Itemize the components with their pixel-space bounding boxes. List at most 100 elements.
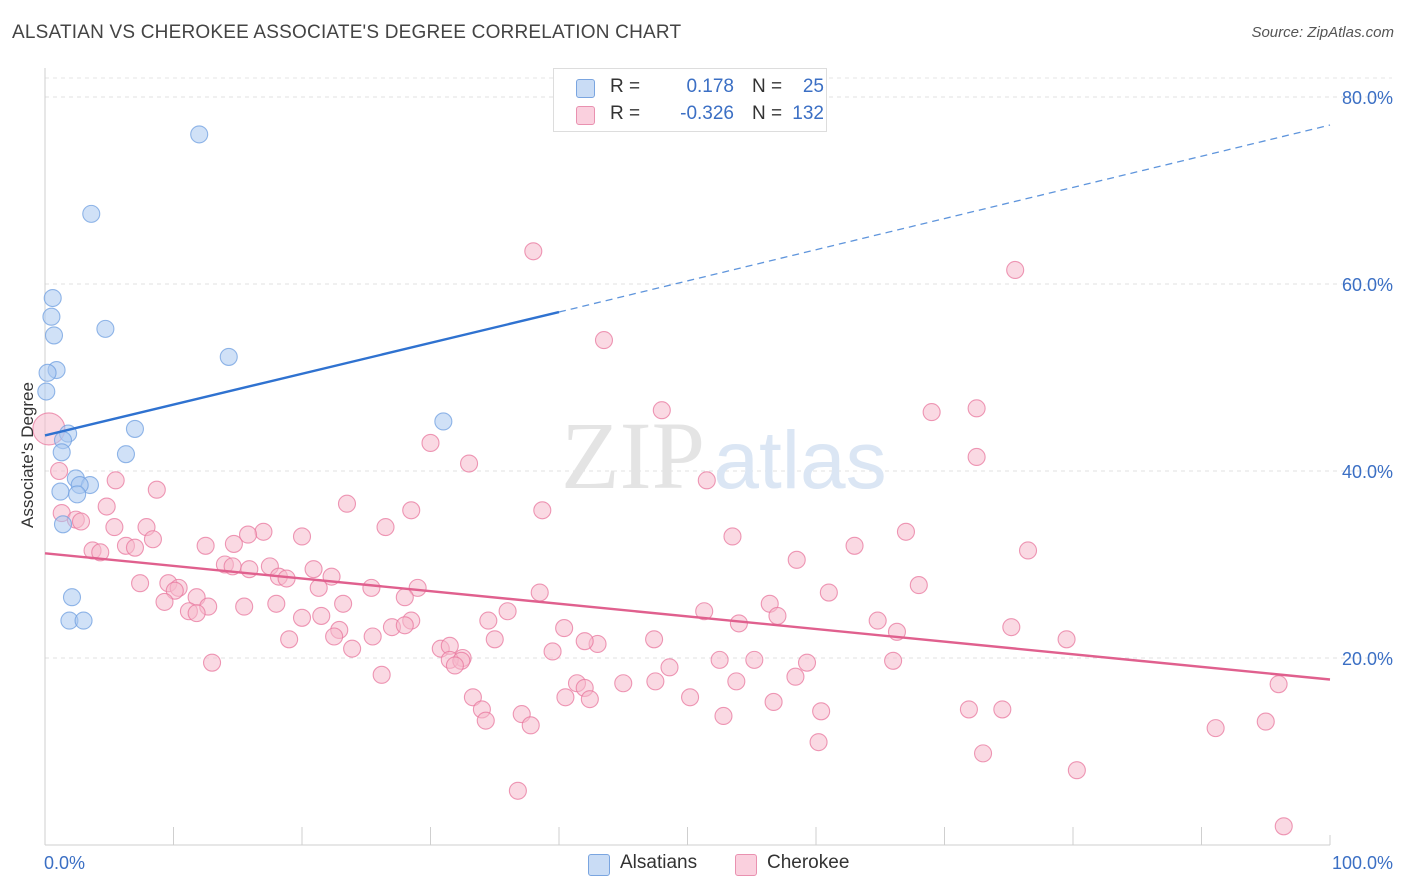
data-point-alsatians [74, 611, 93, 630]
data-point-cherokee [660, 658, 679, 677]
y-tick-label: 40.0% [1342, 462, 1393, 482]
data-point-cherokee [646, 672, 665, 691]
data-point-alsatians [52, 443, 71, 462]
data-point-cherokee [143, 530, 162, 549]
data-point-alsatians [51, 482, 70, 501]
data-point-cherokee [165, 581, 184, 600]
data-point-cherokee [967, 447, 986, 467]
axes [44, 68, 1331, 846]
data-point-cherokee [787, 550, 806, 569]
data-point-cherokee [845, 536, 864, 555]
trend-extension-alsatians [558, 124, 1331, 313]
data-point-alsatians [53, 515, 73, 534]
data-point-alsatians [44, 326, 64, 345]
data-point-cherokee [363, 627, 382, 646]
data-point-cherokee [203, 653, 222, 672]
data-point-cherokee [1057, 630, 1076, 649]
data-point-cherokee [421, 433, 440, 453]
data-point-cherokee [105, 518, 124, 537]
data-point-alsatians [190, 125, 209, 144]
source-label: Source: ZipAtlas.com [1251, 24, 1394, 41]
data-point-cherokee [1256, 712, 1275, 731]
data-point-cherokee [543, 642, 562, 661]
data-point-cherokee [697, 471, 716, 490]
data-point-cherokee [1269, 675, 1288, 694]
data-point-cherokee [479, 611, 498, 630]
data-point-cherokee [485, 630, 504, 649]
data-point-cherokee [681, 688, 700, 707]
data-point-cherokee [723, 527, 742, 546]
legend-n-label: N = [752, 76, 783, 97]
legend-n-value: 132 [792, 103, 824, 124]
data-point-alsatians [42, 307, 61, 326]
data-point-cherokee [809, 733, 828, 752]
trend-line-cherokee [44, 552, 1331, 681]
legend-r-value: -0.326 [680, 103, 734, 124]
data-point-cherokee [1018, 541, 1038, 560]
data-point-alsatians [219, 347, 238, 366]
data-point-alsatians [82, 204, 101, 223]
data-point-cherokee [292, 527, 312, 546]
tick-labels: 20.0% 40.0% 60.0% 80.0% 0.0% 100.0% [44, 88, 1393, 873]
data-point-cherokee [812, 702, 831, 721]
watermark: ZIP atlas [561, 402, 887, 509]
legend-swatch-cherokee [576, 106, 595, 125]
data-point-cherokee [343, 639, 362, 658]
data-point-cherokee [819, 583, 838, 602]
data-point-alsatians [96, 319, 115, 338]
data-point-cherokee [254, 522, 273, 541]
legend-r-label: R = [610, 103, 641, 124]
data-point-cherokee [524, 242, 543, 261]
data-point-cherokee [1006, 260, 1025, 280]
data-point-cherokee [729, 614, 748, 633]
data-point-cherokee [508, 781, 527, 800]
data-point-cherokee [187, 604, 206, 623]
data-point-cherokee [797, 653, 817, 672]
data-point-cherokee [1002, 618, 1021, 637]
data-point-cherokee [459, 454, 479, 473]
data-point-cherokee [695, 602, 714, 621]
legend-n-label: N = [752, 103, 783, 124]
data-point-cherokee [376, 518, 395, 537]
y-tick-label: 80.0% [1342, 88, 1393, 108]
data-point-cherokee [1274, 817, 1293, 836]
data-point-cherokee [395, 616, 414, 635]
series-swatch-alsatians [588, 854, 610, 876]
data-point-cherokee [556, 688, 575, 707]
data-point-cherokee [463, 688, 482, 707]
data-point-cherokee [196, 536, 215, 555]
data-point-cherokee [594, 331, 614, 350]
data-point-cherokee [710, 650, 729, 669]
data-point-cherokee [334, 594, 353, 613]
data-point-cherokee [362, 578, 381, 597]
data-point-cherokee [131, 574, 150, 593]
data-point-cherokee [71, 512, 91, 531]
data-point-cherokee [868, 611, 887, 630]
data-point-cherokee [533, 501, 552, 520]
data-point-cherokee [395, 588, 414, 607]
data-point-cherokee [402, 501, 421, 520]
data-point-cherokee [909, 576, 928, 595]
legend-r-value: 0.178 [686, 76, 734, 97]
data-point-cherokee [575, 632, 594, 651]
data-point-alsatians [37, 382, 56, 401]
data-point-alsatians [43, 288, 62, 308]
data-point-alsatians [38, 363, 57, 382]
data-point-cherokee [530, 583, 549, 602]
stats-legend: R = 0.178 N = 25 R = -0.326 N = 132 [553, 68, 827, 132]
data-point-cherokee [786, 667, 805, 686]
data-point-cherokee [764, 692, 783, 711]
data-point-cherokee [884, 651, 903, 670]
data-point-alsatians [62, 588, 82, 607]
series-label-alsatians: Alsatians [620, 852, 698, 873]
data-point-cherokee [97, 497, 116, 516]
legend-swatch-alsatians [576, 79, 595, 98]
x-tick-label-max: 100.0% [1332, 853, 1393, 873]
data-point-alsatians [125, 419, 144, 438]
watermark-atlas: atlas [713, 415, 886, 506]
data-point-cherokee [325, 627, 344, 646]
data-points [32, 125, 1293, 836]
data-point-cherokee [967, 399, 986, 418]
data-point-cherokee [521, 716, 540, 735]
